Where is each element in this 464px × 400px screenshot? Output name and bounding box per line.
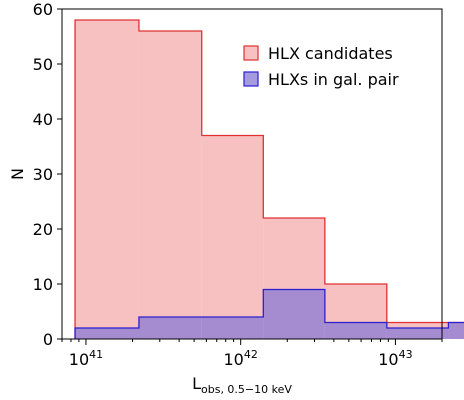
y-axis: 0 10 20 30 40 50 60	[33, 0, 62, 349]
y-tick-label: 0	[43, 330, 53, 349]
bars-layer	[74, 19, 464, 339]
y-tick-label: 30	[33, 165, 53, 184]
legend-swatch-0	[243, 45, 259, 61]
legend-swatch-1	[243, 71, 259, 87]
series-outline-1	[74, 288, 464, 339]
y-tick-label: 60	[33, 0, 53, 19]
x-tick-label: 1042	[224, 348, 258, 369]
bar-1-0	[75, 328, 139, 339]
bar-1-6	[448, 322, 464, 339]
bar-0-2	[201, 135, 264, 339]
y-axis-label: N	[8, 168, 27, 180]
bar-1-4	[324, 322, 387, 339]
bar-1-1	[138, 317, 202, 339]
legend-label-1: HLXs in gal. pair	[268, 70, 399, 89]
y-tick-label: 20	[33, 220, 53, 239]
bar-1-3	[263, 289, 325, 339]
bar-0-1	[138, 31, 202, 339]
x-axis: 1041104210431044	[61, 339, 443, 369]
y-tick-label: 40	[33, 110, 53, 129]
series-outline-0	[74, 19, 464, 339]
x-axis-label: Lobs, 0.5−10 keV	[192, 374, 292, 396]
x-axis-label-main: L	[192, 374, 201, 393]
x-axis-label-subscript: obs, 0.5−10 keV	[201, 383, 292, 396]
x-tick-label: 1043	[378, 348, 412, 369]
bar-1-5	[386, 328, 449, 339]
x-tick-label: 1041	[69, 348, 103, 369]
y-tick-label: 50	[33, 55, 53, 74]
legend-label-0: HLX candidates	[268, 44, 393, 63]
y-tick-label: 10	[33, 275, 53, 294]
series-1	[74, 288, 464, 339]
bar-0-0	[75, 20, 139, 339]
legend: HLX candidates HLXs in gal. pair	[243, 44, 399, 89]
bar-1-2	[201, 317, 264, 339]
